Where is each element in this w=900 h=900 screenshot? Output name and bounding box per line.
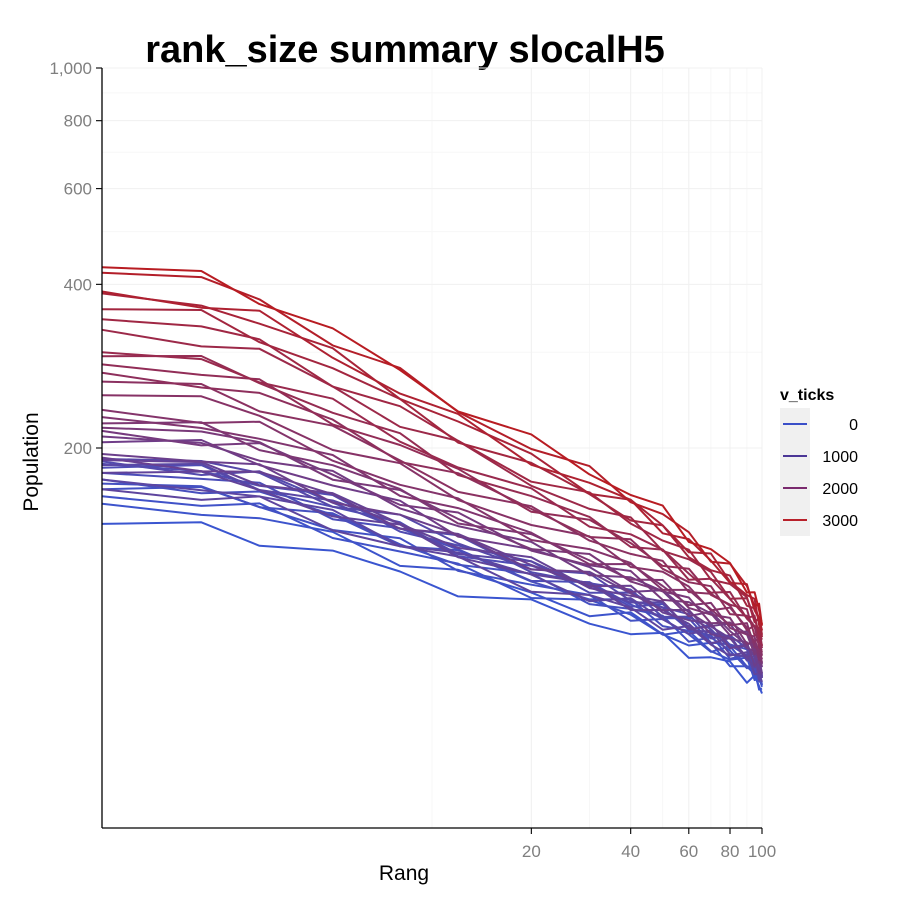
legend-title: v_ticks <box>780 387 834 404</box>
series-line <box>101 318 763 638</box>
legend-label: 3000 <box>822 513 858 530</box>
series-line <box>101 486 763 686</box>
x-axis-title: Rang <box>379 862 429 885</box>
y-tick-label: 400 <box>64 275 92 294</box>
chart-title: rank_size summary slocalH5 <box>145 29 665 71</box>
series-line <box>101 426 763 664</box>
legend-label: 1000 <box>822 449 858 466</box>
y-tick-label: 1,000 <box>49 59 92 78</box>
series-line <box>101 470 763 679</box>
series-line <box>101 266 763 625</box>
grid <box>102 67 763 828</box>
series-line <box>101 439 763 668</box>
x-tick-label: 80 <box>721 842 740 861</box>
series-line <box>101 380 763 653</box>
y-axis-ticks: 200 400 600 800 1,000 <box>49 59 102 458</box>
x-tick-label: 20 <box>522 842 541 861</box>
series-lines <box>101 266 763 694</box>
series-line <box>101 394 763 656</box>
legend: v_ticks 0 1000 2000 3000 <box>780 387 858 536</box>
y-tick-label: 600 <box>64 180 92 199</box>
series-line <box>101 351 763 646</box>
y-axis-title: Population <box>20 412 43 511</box>
x-tick-label: 60 <box>679 842 698 861</box>
series-line <box>101 482 763 685</box>
series-line <box>101 521 763 694</box>
series-line <box>101 355 763 647</box>
series-line <box>101 308 763 635</box>
legend-label: 0 <box>849 417 858 434</box>
series-line <box>101 429 763 666</box>
x-tick-label: 40 <box>621 842 640 861</box>
y-tick-label: 200 <box>64 439 92 458</box>
series-line <box>101 457 763 675</box>
x-tick-label: 100 <box>748 842 776 861</box>
y-tick-label: 800 <box>64 112 92 131</box>
legend-label: 2000 <box>822 481 858 498</box>
x-axis-ticks: 20 40 60 80 100 <box>522 828 776 861</box>
series-line <box>101 421 763 663</box>
